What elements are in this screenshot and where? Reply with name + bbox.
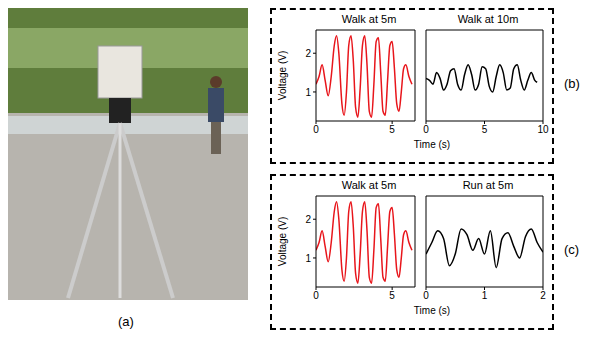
html-text:Run at 5m: Run at 5m bbox=[462, 179, 514, 191]
svg-text:5: 5 bbox=[389, 124, 395, 135]
html-text:Walk at 5m: Walk at 5m bbox=[341, 13, 397, 25]
html-text:(a): (a) bbox=[118, 314, 134, 329]
svg-text:0: 0 bbox=[423, 124, 429, 135]
html-text:Time (s): Time (s) bbox=[413, 305, 451, 316]
html-text:Walk at 5m: Walk at 5m bbox=[341, 179, 397, 191]
html-text:(b): (b) bbox=[564, 76, 580, 91]
svg-text:5: 5 bbox=[389, 290, 395, 301]
html-text:Walk at 10m: Walk at 10m bbox=[457, 13, 519, 25]
svg-text:0: 0 bbox=[423, 290, 429, 301]
svg-text:5: 5 bbox=[482, 124, 488, 135]
svg-text:1: 1 bbox=[482, 290, 488, 301]
svg-text:1: 1 bbox=[305, 87, 311, 98]
html-text:(c): (c) bbox=[564, 242, 580, 257]
svg-text:1: 1 bbox=[305, 253, 311, 264]
svg-text:2: 2 bbox=[305, 48, 311, 59]
svg-text:10: 10 bbox=[537, 124, 549, 135]
svg-text:Voltage (V): Voltage (V) bbox=[277, 51, 288, 100]
svg-text:2: 2 bbox=[540, 290, 546, 301]
svg-text:2: 2 bbox=[305, 214, 311, 225]
svg-text:Voltage (V): Voltage (V) bbox=[277, 217, 288, 266]
svg-text:0: 0 bbox=[313, 290, 319, 301]
svg-text:0: 0 bbox=[313, 124, 319, 135]
html-text:Time (s): Time (s) bbox=[413, 139, 451, 150]
